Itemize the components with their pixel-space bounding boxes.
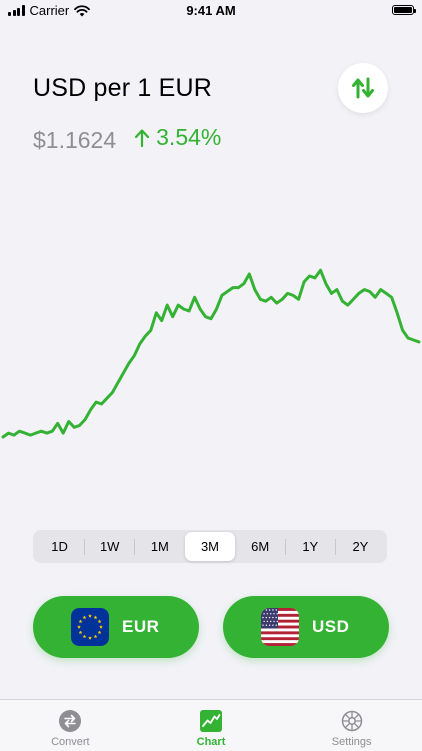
rate-change: 3.54% (134, 124, 221, 151)
convert-icon (59, 710, 82, 732)
us-star (266, 613, 269, 615)
swap-currencies-button[interactable] (338, 63, 388, 113)
us-star (265, 624, 267, 626)
eu-star (93, 615, 98, 620)
eu-star (97, 630, 102, 635)
range-selector: 1D 1W 1M 3M 6M 1Y 2Y (33, 530, 387, 563)
wifi-icon (74, 4, 91, 16)
us-star (263, 620, 265, 623)
us-stripe (261, 619, 299, 623)
eu-flag-icon (71, 608, 109, 646)
us-star (262, 624, 264, 626)
eu-star (82, 634, 87, 639)
eu-star (93, 634, 98, 639)
tab-chart-label: Chart (196, 736, 226, 748)
from-currency-code: EUR (122, 617, 160, 636)
eu-star (78, 630, 83, 635)
arrow-up-icon (135, 128, 150, 147)
us-stripe (261, 625, 299, 629)
eu-star (77, 625, 81, 629)
range-6m[interactable]: 6M (251, 539, 270, 554)
us-star (276, 613, 278, 615)
us-stripe (261, 613, 299, 617)
swap-arrows-icon (352, 77, 374, 99)
us-star (265, 609, 267, 611)
segment-divider (334, 538, 336, 555)
us-star (265, 616, 267, 619)
us-star (263, 613, 265, 615)
status-bar: Carrier 9:41 AM (0, 0, 422, 22)
tab-settings[interactable]: Settings (281, 700, 422, 751)
eu-star (82, 615, 87, 620)
us-star (275, 624, 277, 626)
us-stripe (261, 637, 299, 641)
price-row: $1.1624 3.54% (33, 124, 221, 154)
page-title: USD per 1 EUR (33, 74, 213, 102)
segment-divider (84, 538, 86, 555)
eu-star (88, 614, 92, 618)
to-currency-button[interactable]: USD (223, 596, 389, 658)
segment-divider (284, 538, 286, 555)
range-1d[interactable]: 1D (51, 539, 68, 554)
range-3m[interactable]: 3M (185, 532, 235, 561)
range-1y[interactable]: 1Y (302, 539, 319, 554)
us-star (272, 609, 274, 611)
us-star (268, 609, 271, 611)
us-star (270, 620, 272, 623)
range-1m[interactable]: 1M (150, 539, 169, 554)
eu-star (97, 619, 102, 624)
from-currency-button[interactable]: EUR (33, 596, 199, 658)
us-star (272, 624, 274, 626)
us-star (268, 624, 271, 626)
us-flag-icon (261, 608, 299, 646)
rate-chart (1, 268, 421, 439)
eu-star (88, 636, 92, 640)
carrier-area: Carrier (8, 3, 91, 18)
us-star (266, 620, 269, 623)
settings-icon (341, 710, 362, 732)
current-rate: $1.1624 (33, 126, 117, 153)
us-star (268, 616, 271, 619)
us-star (262, 616, 264, 619)
status-time: 9:41 AM (186, 3, 236, 18)
rate-line (1, 268, 421, 439)
to-currency-code: USD (312, 617, 350, 636)
carrier-label: Carrier (29, 3, 70, 18)
us-stripe (261, 643, 299, 646)
us-star (276, 620, 278, 623)
segment-divider (134, 538, 136, 555)
us-star (275, 609, 277, 611)
us-stripe (261, 631, 299, 635)
tab-chart[interactable]: Chart (141, 700, 282, 751)
us-star (273, 613, 275, 615)
tab-settings-label: Settings (331, 736, 372, 748)
us-star (270, 613, 272, 615)
tab-bar: Convert Chart Settings (0, 699, 422, 751)
us-star (262, 609, 264, 611)
us-star (272, 616, 274, 619)
rate-change-percent: 3.54% (156, 124, 222, 150)
us-star (275, 616, 277, 619)
tab-convert[interactable]: Convert (0, 700, 141, 751)
tab-convert-label: Convert (51, 736, 90, 748)
signal-icon (8, 5, 25, 16)
us-stripe (261, 608, 299, 611)
range-1w[interactable]: 1W (99, 539, 120, 554)
eu-star (78, 619, 83, 624)
eu-star (99, 625, 103, 629)
us-star (273, 620, 275, 623)
range-2y[interactable]: 2Y (352, 539, 369, 554)
chart-icon (200, 710, 222, 732)
battery-icon (392, 5, 416, 15)
